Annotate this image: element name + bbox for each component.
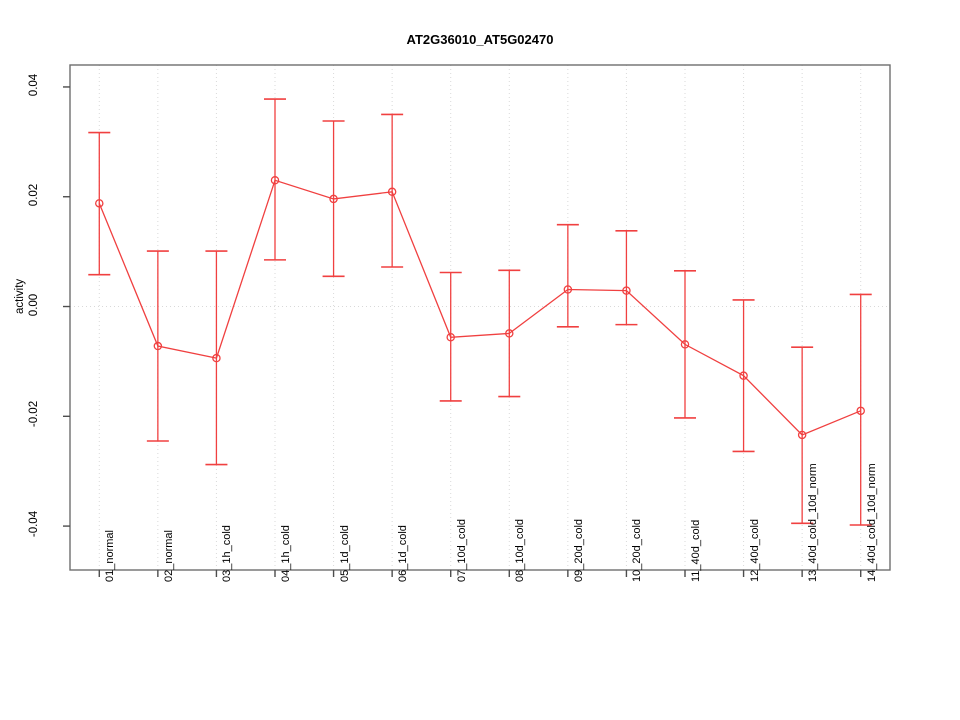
error-bar [791, 346, 814, 525]
x-axis-tick-label: 14_40d_cold_10d_norm [865, 463, 878, 582]
x-axis-tick-label: 01_normal [104, 530, 117, 582]
data-point-marker [797, 430, 807, 440]
y-axis-tick-label: 0.02 [28, 183, 40, 206]
y-axis-tick-label: -0.02 [28, 401, 40, 428]
x-axis-tick-label: 12_40d_cold [748, 518, 761, 582]
y-axis-tick-label: 0.04 [28, 73, 40, 97]
data-point-marker [622, 286, 631, 295]
error-bar [732, 299, 755, 453]
error-bar [146, 250, 169, 442]
error-bar [556, 223, 579, 328]
plot-frame [69, 64, 891, 571]
error-bar [88, 131, 111, 276]
x-axis-tick-label: 09_20d_cold [572, 518, 585, 582]
x-axis-tick-label: 04_1h_cold [280, 525, 292, 582]
error-bar [205, 250, 228, 466]
x-axis-tick-label: 08_10d_cold [514, 518, 527, 582]
x-axis-tick-label: 03_1h_cold [221, 525, 234, 582]
y-axis-tick-label: -0.04 [28, 510, 40, 538]
data-point-marker [212, 353, 221, 363]
data-point-marker [387, 187, 397, 197]
data-point-marker [329, 194, 338, 204]
x-axis-tick-label: 06_1d_cold [397, 525, 410, 582]
error-bar [674, 270, 696, 419]
x-axis-tick-label: 05_1d_cold [338, 525, 351, 582]
data-point-marker [446, 333, 455, 342]
x-axis-tick-label: 02_normal [162, 530, 175, 582]
error-bar [322, 120, 345, 278]
y-axis-tick-label: 0.00 [28, 293, 40, 316]
x-axis-tick-label: 13_40d_cold_10d_norm [807, 463, 820, 582]
x-axis-tick-label: 07_10d_cold [455, 518, 468, 582]
data-point-marker [856, 406, 865, 416]
page-title: AT2G36010_AT5G02470 [406, 32, 554, 47]
error-bar [498, 269, 521, 398]
error-bar [615, 229, 638, 326]
x-axis-tick-label: 11_40d_cold [690, 519, 702, 582]
series-line [98, 179, 861, 436]
error-bar [849, 293, 872, 526]
data-point-marker [505, 329, 514, 338]
error-bar [439, 271, 462, 402]
data-point-marker [95, 199, 104, 208]
x-axis-tick-label: 10_20d_cold [631, 518, 644, 582]
data-point-marker [680, 340, 690, 349]
data-point-marker [563, 285, 573, 294]
data-point-marker [739, 371, 748, 380]
error-bar [264, 98, 286, 261]
data-point-marker [270, 176, 280, 185]
error-bar [381, 113, 404, 268]
data-point-marker [153, 341, 163, 351]
